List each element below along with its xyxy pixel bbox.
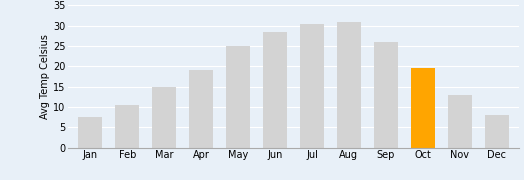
Bar [226, 46, 250, 148]
Bar [263, 32, 287, 148]
Bar [300, 24, 324, 148]
Bar [152, 87, 176, 148]
Bar [337, 22, 361, 148]
Bar [485, 115, 509, 148]
Bar [78, 117, 102, 148]
Bar [189, 70, 213, 148]
Bar [447, 95, 472, 148]
Y-axis label: Avg Temp Celsius: Avg Temp Celsius [40, 34, 50, 119]
Bar [411, 68, 435, 148]
Bar [374, 42, 398, 148]
Bar [115, 105, 139, 148]
